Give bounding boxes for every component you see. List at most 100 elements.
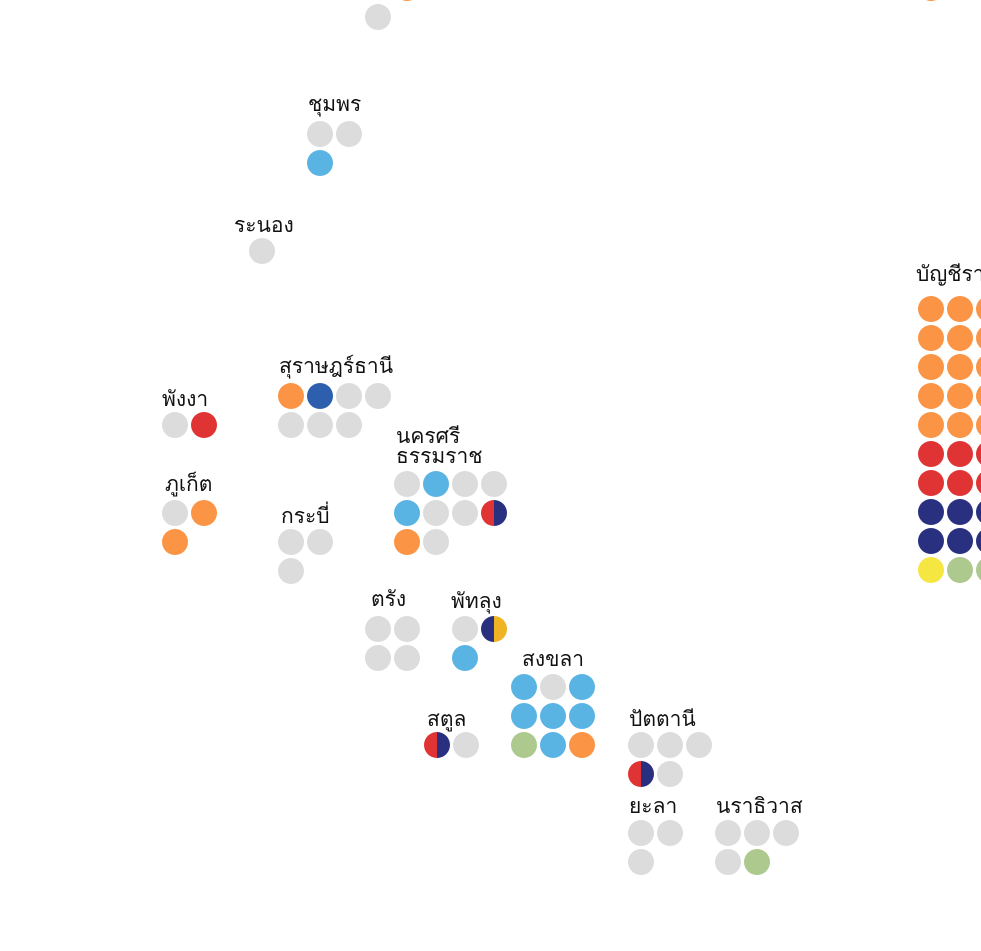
seat-dot	[976, 559, 981, 581]
seat-dot	[278, 529, 304, 555]
seat-dot	[307, 412, 333, 438]
seat-dot	[394, 471, 420, 497]
seat-dot	[976, 414, 981, 436]
seat-dot	[976, 472, 981, 494]
seat-dot	[365, 4, 391, 30]
seat-dot	[453, 732, 479, 758]
seat-dot	[947, 296, 973, 322]
seat-dot	[307, 529, 333, 555]
province: สตูล	[424, 707, 479, 758]
seat-dot-half	[481, 616, 494, 642]
seat-dot	[307, 383, 333, 409]
province: สุราษฎร์ธานี	[278, 354, 393, 438]
seat-dot	[394, 616, 420, 642]
seat-dot	[511, 732, 537, 758]
seat-dot-half	[494, 500, 507, 526]
province	[926, 0, 936, 1]
seat-dot	[394, 500, 420, 526]
seat-dot	[336, 383, 362, 409]
province: ชุมพร	[307, 92, 362, 176]
seat-dot	[365, 645, 391, 671]
seat-dot	[918, 528, 944, 554]
province-name: นราธิวาส	[716, 794, 803, 818]
seat-dot	[191, 412, 217, 438]
seat-dot-half	[481, 500, 494, 526]
seat-dot	[191, 500, 217, 526]
seat-dot	[452, 471, 478, 497]
seat-dot	[423, 471, 449, 497]
seat-dot	[918, 412, 944, 438]
seat-dot	[307, 150, 333, 176]
seat-dot	[628, 849, 654, 875]
seat-dot	[947, 528, 973, 554]
seat-dot-half	[494, 616, 507, 642]
seat-dot	[511, 674, 537, 700]
seat-dot	[976, 298, 981, 320]
seat-dot	[947, 354, 973, 380]
seat-dot	[976, 501, 981, 523]
seat-dot	[947, 441, 973, 467]
province-name: นครศรี	[396, 424, 460, 448]
province: สงขลา	[511, 647, 595, 758]
province	[365, 4, 391, 30]
seat-dot	[715, 849, 741, 875]
province-name: บัญชีรายชื่อ	[916, 259, 981, 286]
seat-dot	[569, 674, 595, 700]
province: ปัตตานี	[628, 707, 712, 787]
seat-dot	[540, 674, 566, 700]
province-name: ภูเก็ต	[165, 470, 212, 497]
province-name: สุราษฎร์ธานี	[279, 354, 393, 379]
province	[402, 0, 412, 1]
province: นราธิวาส	[715, 794, 803, 875]
province: ระนอง	[234, 213, 294, 264]
seat-dot-half	[628, 761, 641, 787]
seat-dot	[394, 645, 420, 671]
seat-dot	[976, 385, 981, 407]
seat-dot	[423, 500, 449, 526]
seat-dot	[918, 557, 944, 583]
seat-dot	[365, 383, 391, 409]
seat-dot	[249, 238, 275, 264]
province-name: ธรรมราช	[396, 444, 483, 468]
province-name: ปัตตานี	[629, 707, 696, 731]
province-name: ชุมพร	[308, 92, 361, 117]
seat-dot	[628, 820, 654, 846]
seat-dot	[278, 383, 304, 409]
province: พัทลุง	[451, 589, 507, 671]
province-name: กระบี่	[281, 501, 330, 528]
province-name: ระนอง	[234, 213, 294, 237]
seat-dot	[744, 849, 770, 875]
seat-dot	[452, 500, 478, 526]
province-name: สตูล	[427, 707, 466, 732]
province-name: พัทลุง	[451, 589, 502, 614]
seat-dot	[715, 820, 741, 846]
seat-dot	[947, 325, 973, 351]
province: ตรัง	[365, 587, 420, 671]
seat-dot	[686, 732, 712, 758]
province: ยะลา	[628, 794, 683, 875]
seat-dot	[918, 499, 944, 525]
seat-dot-half	[437, 732, 450, 758]
province: ภูเก็ต	[162, 470, 217, 555]
seat-dot	[918, 470, 944, 496]
seat-dot	[947, 470, 973, 496]
seat-dot	[481, 471, 507, 497]
seat-dot	[918, 296, 944, 322]
seat-dot	[947, 383, 973, 409]
seat-dot-half	[424, 732, 437, 758]
seat-dot	[540, 703, 566, 729]
seat-dot	[628, 732, 654, 758]
seat-dot	[976, 356, 981, 378]
seat-dot	[452, 645, 478, 671]
province-name: ยะลา	[629, 794, 677, 818]
seat-dot	[918, 325, 944, 351]
seat-dot	[307, 121, 333, 147]
seat-dot	[947, 412, 973, 438]
province: บัญชีรายชื่อ	[916, 259, 981, 583]
seat-dot	[744, 820, 770, 846]
province-name: พังงา	[162, 387, 208, 411]
seat-dot	[926, 0, 936, 1]
seat-dot	[540, 732, 566, 758]
seat-dot	[657, 761, 683, 787]
